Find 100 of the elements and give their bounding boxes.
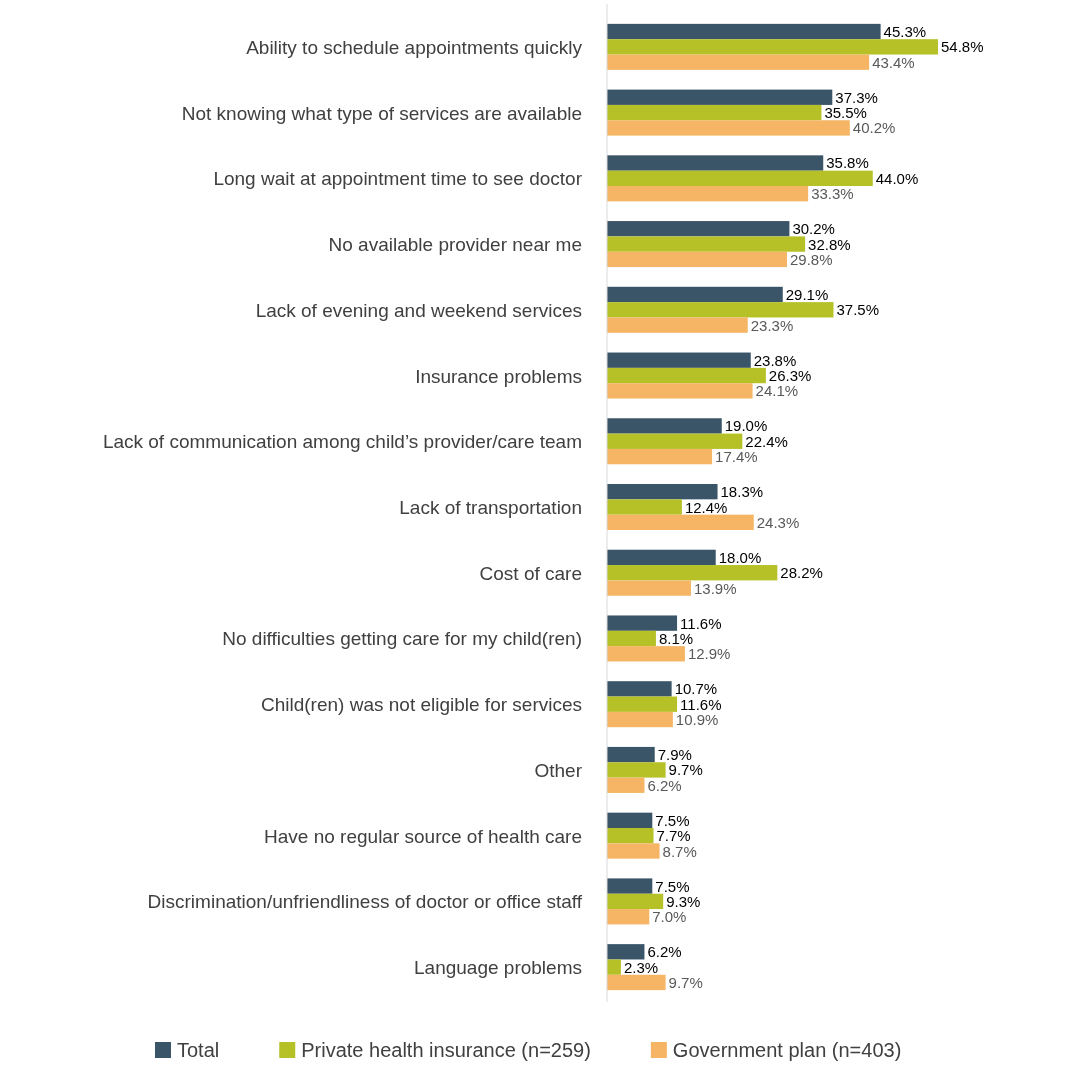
data-label: 7.5% (655, 877, 690, 895)
data-label: 19.0% (724, 417, 768, 435)
data-label: 24.1% (755, 382, 799, 400)
bar (607, 483, 718, 500)
data-label: 8.7% (662, 842, 697, 860)
legend-label: Private health insurance (n=259) (301, 1039, 591, 1061)
bar (607, 615, 678, 631)
legend-label: Government plan (n=403) (672, 1039, 902, 1061)
y-tick-label: Lack of transportation (399, 496, 582, 518)
y-tick-label: Discrimination/unfriendliness of doctor or office staff (147, 890, 583, 912)
bar (607, 549, 716, 566)
data-label: 45.3% (883, 23, 927, 41)
data-label: 23.8% (753, 351, 797, 369)
y-tick-label: Not knowing what type of services are available (181, 102, 582, 124)
bar (607, 104, 822, 121)
y-tick-label: Child(ren) was not eligible for services (260, 693, 582, 715)
data-label: 12.4% (684, 498, 728, 516)
bar (607, 828, 654, 844)
bar (607, 433, 743, 449)
bar (607, 236, 806, 252)
data-label: 18.0% (718, 548, 762, 566)
bar (607, 681, 672, 697)
bar (607, 418, 722, 434)
bar (607, 302, 834, 318)
bar (607, 959, 621, 975)
bar (607, 170, 873, 186)
data-label: 10.9% (675, 711, 719, 729)
bar (607, 646, 685, 662)
legend-label: Total (177, 1039, 220, 1061)
y-tick-label: Have no regular source of health care (264, 825, 582, 847)
bar (607, 630, 656, 647)
y-tick-label: Cost of care (479, 562, 582, 584)
bar (607, 367, 766, 384)
data-label: 23.3% (750, 316, 794, 334)
bar (607, 762, 666, 778)
data-label: 32.8% (808, 235, 851, 253)
y-tick-label: No difficulties getting care for my child(ren) (222, 627, 582, 649)
bar (607, 186, 809, 202)
y-tick-label: Long wait at appointment time to see doctor (213, 167, 583, 189)
bar (607, 448, 713, 465)
data-label: 9.3% (666, 892, 701, 910)
data-label: 24.3% (756, 513, 800, 531)
bar (607, 893, 664, 910)
bar (607, 383, 753, 399)
data-label: 2.3% (623, 958, 659, 976)
data-label: 6.2% (647, 943, 682, 961)
bar (607, 777, 645, 793)
data-label: 12.9% (687, 645, 731, 663)
y-tick-label: Insurance problems (415, 365, 582, 387)
data-label: 29.8% (790, 250, 833, 268)
data-label: 44.0% (875, 169, 919, 187)
bar (607, 514, 754, 531)
bar (607, 580, 691, 596)
data-label: 29.1% (785, 285, 829, 303)
data-label: 9.7% (668, 973, 703, 991)
data-label: 6.2% (647, 776, 682, 794)
bar (607, 221, 790, 237)
bar (607, 352, 751, 368)
bar (607, 696, 678, 712)
bar (607, 843, 660, 859)
data-label: 37.5% (836, 301, 880, 319)
bar (607, 155, 824, 171)
data-label: 54.8% (941, 38, 984, 56)
data-label: 9.7% (668, 761, 703, 779)
data-label: 22.4% (745, 432, 788, 450)
bar (607, 89, 833, 105)
data-label: 40.2% (852, 119, 896, 137)
data-label: 43.4% (872, 53, 915, 71)
data-label: 17.4% (715, 448, 758, 466)
bar (607, 878, 653, 894)
y-tick-label: Language problems (414, 956, 582, 978)
data-label: 11.6% (680, 695, 722, 713)
bar (607, 120, 850, 136)
bar (607, 944, 645, 960)
bar (607, 286, 783, 303)
bar (607, 711, 673, 728)
data-label: 11.6% (680, 614, 722, 632)
data-label: 7.7% (656, 827, 691, 845)
data-label: 33.3% (811, 185, 854, 203)
bar (607, 317, 748, 333)
bar (607, 812, 653, 828)
y-tick-label: Lack of evening and weekend services (255, 299, 582, 321)
data-label: 35.5% (824, 104, 867, 122)
y-tick-label: Lack of communication among child’s provider/care team (102, 430, 582, 452)
data-label: 26.3% (768, 367, 812, 385)
data-label: 35.8% (826, 154, 869, 172)
y-tick-label: No available provider near me (328, 233, 582, 255)
bar (607, 974, 666, 991)
bar (607, 23, 881, 40)
y-tick-label: Other (534, 759, 583, 781)
data-label: 18.3% (720, 483, 764, 501)
data-label: 37.3% (835, 88, 878, 106)
bar (607, 909, 650, 925)
bar (607, 565, 778, 581)
y-tick-label: Ability to schedule appointments quickly (246, 36, 583, 58)
data-label: 8.1% (658, 629, 694, 647)
bar (607, 746, 655, 763)
data-label: 13.9% (693, 579, 737, 597)
bar (607, 251, 787, 268)
bar (607, 39, 938, 55)
